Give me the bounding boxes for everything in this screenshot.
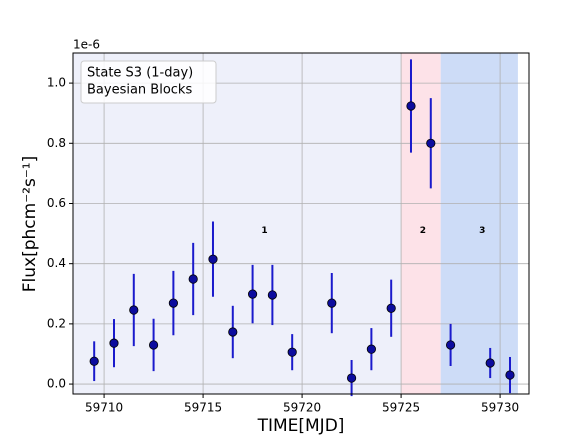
data-point	[485, 358, 495, 368]
x-tick-label: 59730	[481, 401, 519, 415]
x-tick-label: 59715	[184, 401, 222, 415]
data-point	[267, 290, 277, 300]
legend-text: State S3 (1-day)	[87, 66, 193, 81]
data-point	[228, 327, 238, 337]
data-point	[129, 305, 139, 315]
y-axis-label: Flux[phcm⁻²s⁻¹]	[20, 156, 40, 293]
block-region	[401, 53, 441, 394]
data-point	[168, 298, 178, 308]
data-point	[346, 373, 357, 383]
data-point	[386, 303, 396, 313]
data-point	[426, 138, 436, 148]
y-tick-label: 1.0	[47, 76, 66, 90]
x-tick-label: 59720	[283, 401, 321, 415]
data-point	[287, 347, 297, 357]
data-point	[109, 338, 119, 348]
region-label: 2	[420, 226, 426, 236]
x-axis-label: TIME[MJD]	[257, 416, 345, 436]
x-tick-label: 59725	[382, 401, 420, 415]
y-tick-label: 0.4	[47, 256, 66, 270]
data-point	[406, 101, 416, 111]
data-point	[89, 356, 99, 366]
x-tick-label: 59710	[85, 401, 123, 415]
data-point	[148, 340, 159, 350]
y-tick-label: 0.2	[47, 316, 66, 330]
region-label: 1	[261, 226, 267, 236]
data-point	[505, 370, 515, 380]
offset-text: 1e-6	[73, 38, 100, 52]
block-region	[440, 53, 518, 394]
data-point	[327, 298, 337, 308]
plot-frame	[72, 52, 530, 395]
data-point	[247, 289, 258, 299]
data-point	[188, 274, 198, 284]
legend-text: Bayesian Blocks	[87, 83, 192, 98]
y-tick-label: 0.0	[47, 377, 66, 391]
region-label: 3	[479, 226, 485, 236]
data-point	[208, 254, 218, 264]
y-tick-label: 0.8	[47, 136, 66, 150]
y-tick-label: 0.6	[47, 196, 66, 210]
legend-box	[80, 60, 217, 104]
data-point	[366, 344, 376, 354]
data-point	[445, 340, 456, 350]
block-region	[73, 53, 402, 394]
